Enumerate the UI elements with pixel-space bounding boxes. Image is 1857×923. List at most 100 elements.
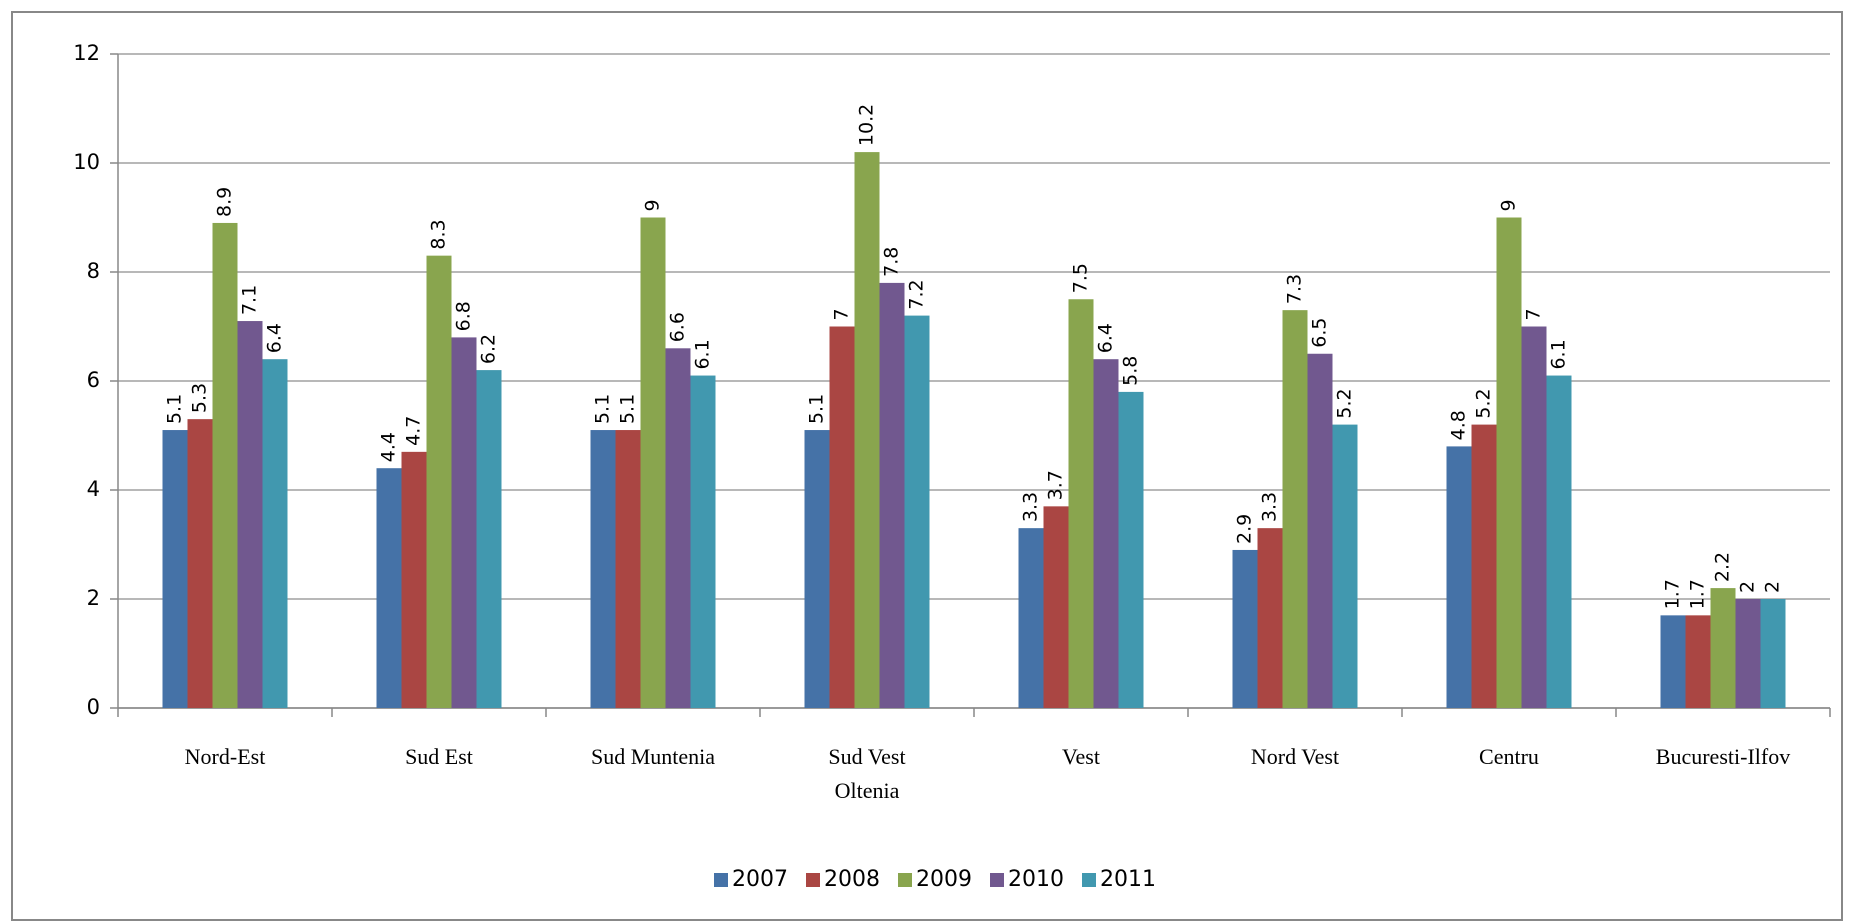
data-label: 8.3: [428, 219, 450, 249]
x-tick-label: Nord-Est: [185, 744, 266, 769]
legend-label: 2007: [732, 867, 788, 892]
data-label: 2: [1762, 581, 1784, 593]
data-label: 4.8: [1448, 410, 1470, 440]
data-label: 2.2: [1712, 552, 1734, 582]
bar: [1307, 353, 1333, 708]
data-label: 5.3: [189, 383, 211, 413]
data-label: 7.2: [906, 279, 928, 309]
bar: [476, 370, 502, 708]
data-label: 5.1: [592, 394, 614, 424]
bar: [187, 419, 213, 708]
bar: [1446, 446, 1472, 708]
legend-label: 2009: [916, 867, 972, 892]
bar: [615, 430, 641, 708]
bar: [1068, 299, 1094, 708]
data-label: 7.5: [1070, 263, 1092, 293]
bar: [1660, 615, 1686, 708]
data-label: 6.4: [264, 323, 286, 353]
data-label: 4.7: [403, 416, 425, 446]
y-tick-label: 12: [73, 41, 100, 65]
y-tick-label: 4: [87, 477, 100, 501]
legend-swatch: [1082, 873, 1096, 887]
data-label: 5.8: [1120, 356, 1142, 386]
x-tick-label: Sud Vest Oltenia: [828, 744, 905, 803]
x-tick-label: Centru: [1479, 744, 1539, 769]
bar: [879, 282, 905, 708]
bar: [590, 430, 616, 708]
y-tick-label: 0: [87, 695, 100, 719]
data-label: 5.1: [164, 394, 186, 424]
bar: [162, 430, 188, 708]
data-label: 8.9: [214, 187, 236, 217]
bar: [640, 217, 666, 708]
bar: [829, 326, 855, 708]
bar: [1018, 528, 1044, 708]
bar: [1760, 599, 1786, 708]
x-tick-label: Vest: [1062, 744, 1100, 769]
bar: [451, 337, 477, 708]
bar: [854, 152, 880, 709]
legend-swatch: [898, 873, 912, 887]
legend-label: 2011: [1100, 867, 1156, 892]
x-tick-label: Nord Vest: [1251, 744, 1339, 769]
data-label: 5.2: [1473, 388, 1495, 418]
data-label: 4.4: [378, 432, 400, 462]
bar: [1710, 588, 1736, 708]
x-tick-label: Sud Est: [405, 744, 473, 769]
y-tick-label: 10: [73, 150, 100, 174]
data-label: 1.7: [1687, 579, 1709, 609]
data-label: 3.7: [1045, 470, 1067, 500]
legend-swatch: [806, 873, 820, 887]
data-label: 7.1: [239, 285, 261, 315]
data-label: 6.1: [1548, 339, 1570, 369]
data-label: 5.1: [617, 394, 639, 424]
data-label: 5.1: [806, 394, 828, 424]
bar: [1332, 424, 1358, 708]
bar: [1471, 424, 1497, 708]
y-tick-label: 2: [87, 586, 100, 610]
data-label: 7.3: [1284, 274, 1306, 304]
data-label: 3.3: [1020, 492, 1042, 522]
bar: [804, 430, 830, 708]
legend-label: 2008: [824, 867, 880, 892]
data-label: 6.2: [478, 334, 500, 364]
x-tick-label: Bucuresti-Ilfov: [1656, 744, 1790, 769]
bar: [1093, 359, 1119, 708]
data-label: 10.2: [856, 104, 878, 146]
legend-swatch: [990, 873, 1004, 887]
bar: [904, 315, 930, 708]
data-label: 6.5: [1309, 318, 1331, 348]
y-tick-label: 8: [87, 259, 100, 283]
bar: [401, 451, 427, 708]
bar: [1735, 599, 1761, 708]
bar: [690, 375, 716, 708]
x-tick-label: Sud Muntenia: [591, 744, 715, 769]
legend-swatch: [714, 873, 728, 887]
bar: [1546, 375, 1572, 708]
data-label: 2.9: [1234, 514, 1256, 544]
data-label: 3.3: [1259, 492, 1281, 522]
data-label: 2: [1737, 581, 1759, 593]
bar: [1257, 528, 1283, 708]
data-label: 6.4: [1095, 323, 1117, 353]
data-label: 5.2: [1334, 388, 1356, 418]
data-label: 6.1: [692, 339, 714, 369]
bar: [1118, 391, 1144, 708]
bar: [1685, 615, 1711, 708]
bar: [426, 255, 452, 708]
bar: [1043, 506, 1069, 708]
data-label: 7: [831, 308, 853, 320]
bar: [262, 359, 288, 708]
bar: [376, 468, 402, 708]
data-label: 6.6: [667, 312, 689, 342]
data-label: 6.8: [453, 301, 475, 331]
bar: [1496, 217, 1522, 708]
data-label: 9: [1498, 199, 1520, 211]
bar: [1282, 310, 1308, 708]
y-tick-label: 6: [87, 368, 100, 392]
bar: [212, 222, 238, 708]
legend-label: 2010: [1008, 867, 1064, 892]
bar: [237, 321, 263, 708]
data-label: 1.7: [1662, 579, 1684, 609]
